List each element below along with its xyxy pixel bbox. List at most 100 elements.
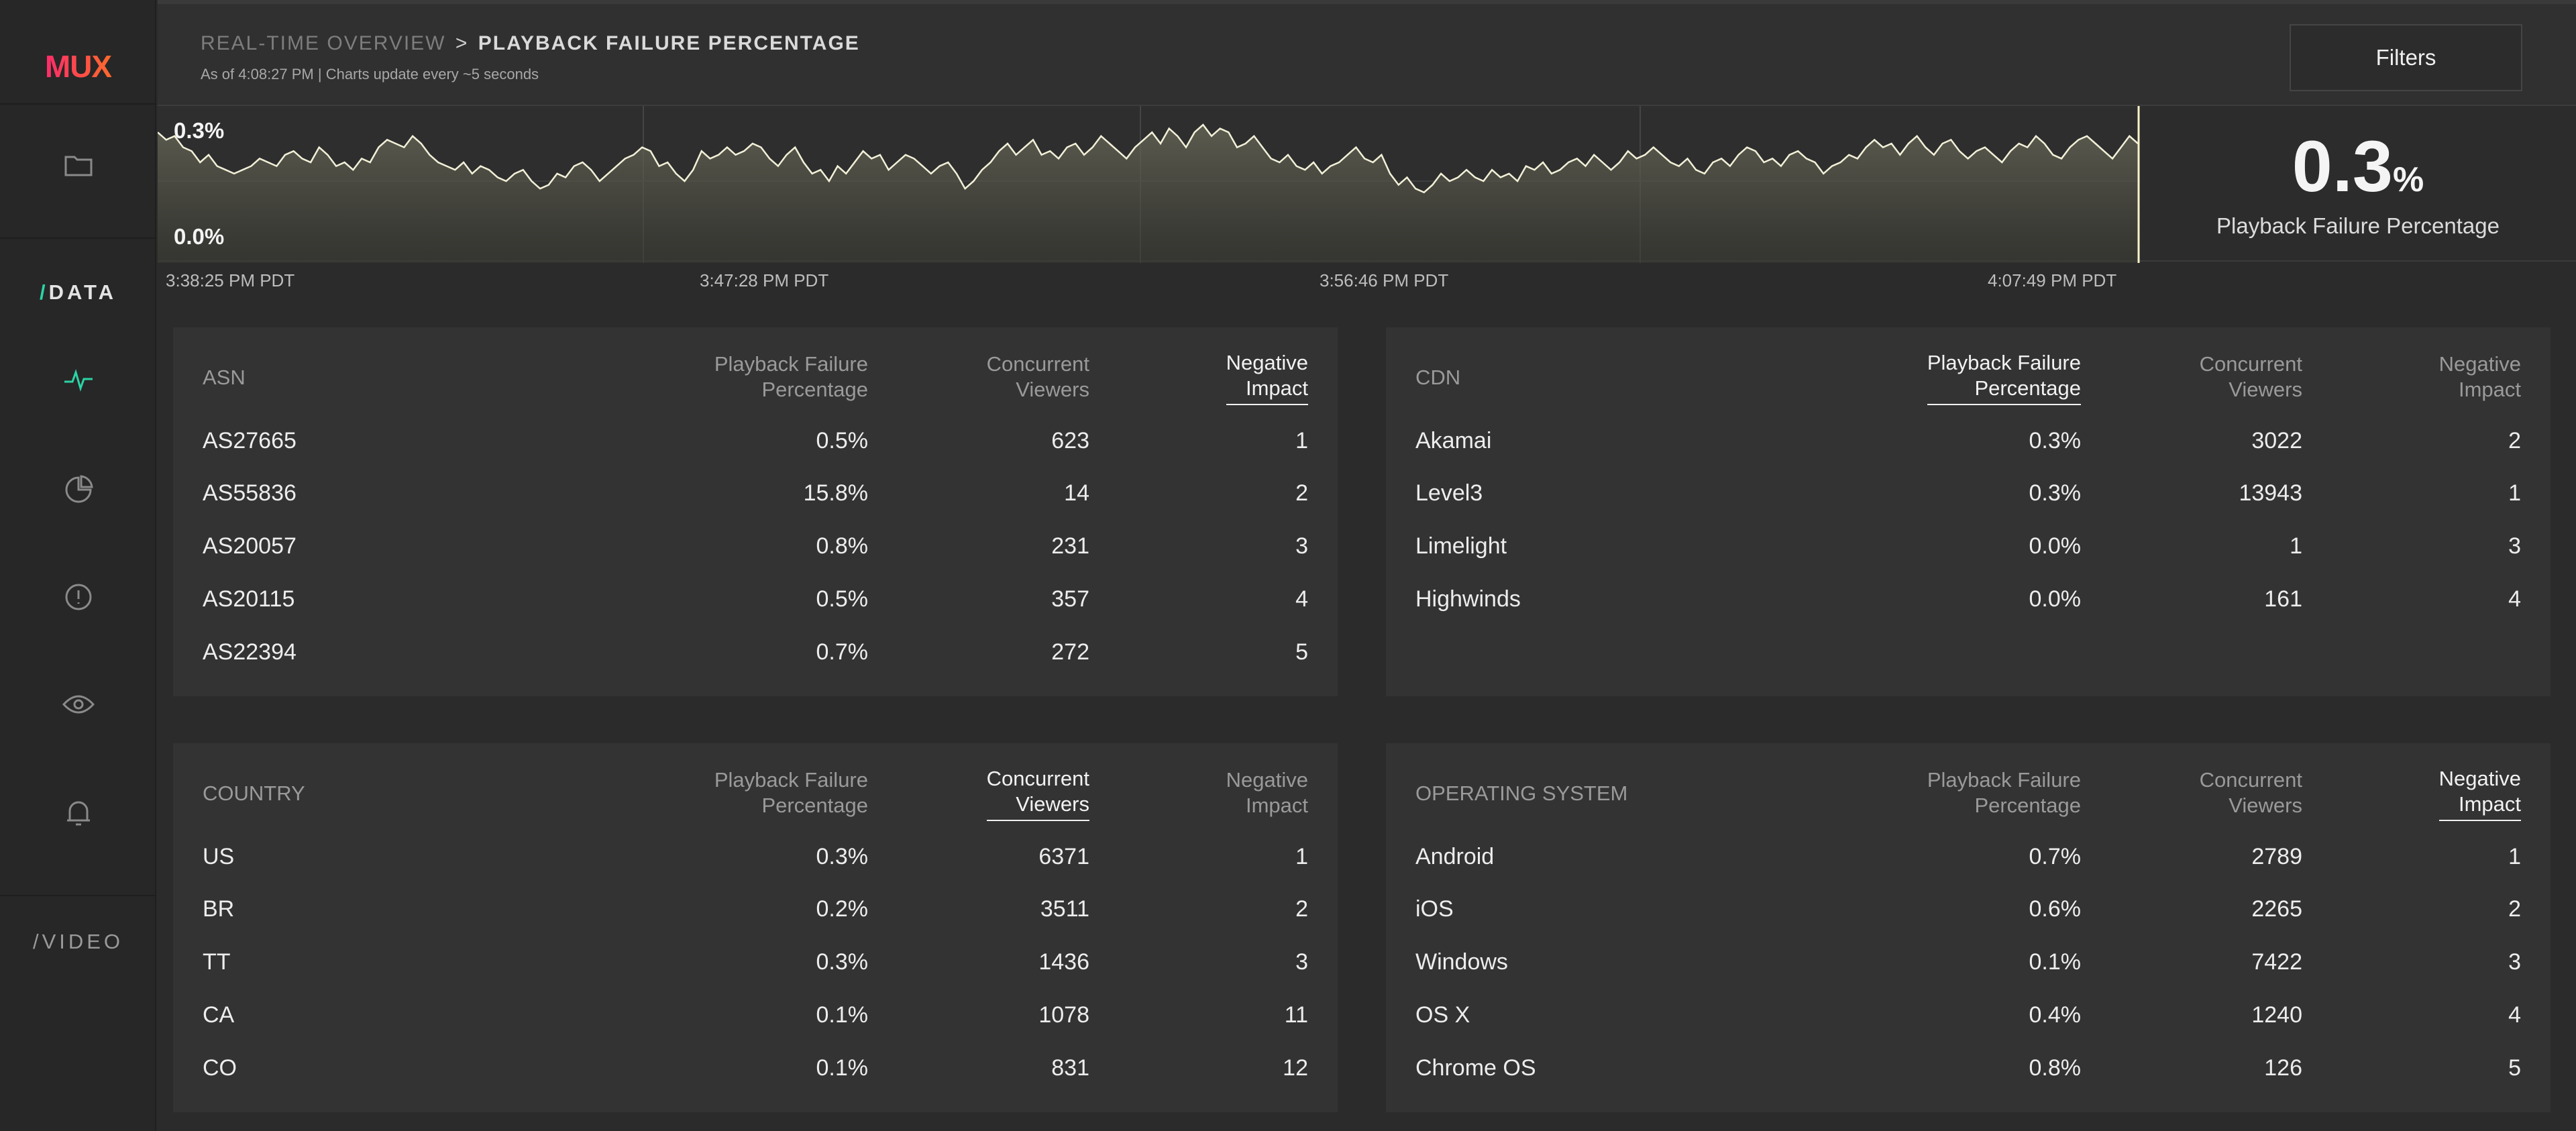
row-name: Windows (1415, 949, 1508, 975)
row-viewers: 6371 (1038, 843, 1089, 869)
table-row[interactable]: Android 0.7% 2789 1 (1415, 821, 2521, 883)
row-impact: 1 (1295, 427, 1308, 453)
row-viewers: 7422 (2251, 949, 2302, 975)
bell-icon[interactable] (0, 779, 156, 847)
sidebar-data-label: DATA (48, 280, 117, 304)
row-viewers: 1436 (1038, 949, 1089, 975)
dimension-header: COUNTRY (203, 782, 305, 805)
column-header-impact[interactable]: Negative Impact (2438, 352, 2521, 401)
row-viewers: 1078 (1038, 1002, 1089, 1028)
row-impact: 3 (1295, 949, 1308, 975)
filters-button[interactable]: Filters (2290, 24, 2522, 91)
realtime-chart[interactable]: 0.3% 0.0% (158, 105, 2140, 263)
pulse-icon[interactable] (0, 346, 156, 413)
column-header-impact[interactable]: Negative Impact (2302, 766, 2521, 821)
column-header-pfp[interactable]: Playback Failure Percentage (714, 768, 868, 817)
row-name: iOS (1415, 896, 1454, 922)
cdn-panel: CDN Playback Failure Percentage Concurren… (1386, 327, 2551, 696)
row-name: AS20115 (203, 586, 295, 612)
column-header-viewers[interactable]: Concurrent Viewers (868, 766, 1089, 821)
row-pfp: 0.3% (2029, 480, 2082, 506)
country-table: COUNTRY Playback Failure Percentage Concu… (203, 766, 1308, 1095)
table-row[interactable]: CO 0.1% 831 12 (203, 1042, 1308, 1095)
row-impact: 12 (1283, 1055, 1308, 1081)
row-pfp: 0.0% (2029, 533, 2082, 559)
table-row[interactable]: Highwinds 0.0% 161 4 (1415, 573, 2521, 626)
y-axis-top-label: 0.3% (174, 118, 225, 143)
chart-svg (158, 106, 2140, 263)
row-pfp: 0.7% (2029, 843, 2082, 869)
row-viewers: 161 (2264, 586, 2302, 612)
table-row[interactable]: AS22394 0.7% 272 5 (203, 626, 1308, 679)
row-viewers: 623 (1051, 427, 1089, 453)
column-header-pfp[interactable]: Playback Failure Percentage (1805, 350, 2081, 405)
column-header-pfp[interactable]: Playback Failure Percentage (714, 352, 868, 401)
table-row[interactable]: Chrome OS 0.8% 126 5 (1415, 1042, 2521, 1095)
table-row[interactable]: BR 0.2% 3511 2 (203, 883, 1308, 936)
slash-mark: / (39, 280, 49, 304)
column-header-impact[interactable]: Negative Impact (1089, 350, 1308, 405)
sidebar-video-label: VIDEO (42, 930, 124, 953)
table-row[interactable]: iOS 0.6% 2265 2 (1415, 883, 2521, 936)
table-row[interactable]: AS20057 0.8% 231 3 (203, 520, 1308, 573)
table-row[interactable]: US 0.3% 6371 1 (203, 821, 1308, 883)
eye-icon[interactable] (0, 671, 156, 738)
row-viewers: 14 (1064, 480, 1089, 506)
x-tick-label: 3:38:25 PM PDT (166, 270, 295, 290)
column-header-viewers[interactable]: Concurrent Viewers (986, 352, 1089, 401)
chevron-right-icon: > (455, 32, 469, 54)
table-row[interactable]: AS20115 0.5% 357 4 (203, 573, 1308, 626)
sidebar-divider (0, 895, 156, 896)
row-viewers: 272 (1051, 639, 1089, 665)
table-row[interactable]: CA 0.1% 1078 11 (203, 989, 1308, 1042)
row-viewers: 1 (2290, 533, 2302, 559)
dimension-header: CDN (1415, 366, 1461, 389)
asn-panel: ASN Playback Failure Percentage Concurren… (173, 327, 1338, 696)
breadcrumb-parent-link[interactable]: REAL-TIME OVERVIEW (201, 32, 446, 54)
row-pfp: 15.8% (803, 480, 868, 506)
row-name: Android (1415, 843, 1495, 869)
row-name: Limelight (1415, 533, 1507, 559)
series-line (158, 123, 2139, 194)
row-pfp: 0.1% (816, 1002, 869, 1028)
folder-icon[interactable] (0, 131, 156, 199)
table-row[interactable]: Akamai 0.3% 3022 2 (1415, 405, 2521, 467)
row-name: AS27665 (203, 427, 297, 453)
sidebar-divider (0, 237, 156, 239)
sidebar-section-video[interactable]: /VIDEO (0, 930, 156, 954)
row-impact: 1 (1295, 843, 1308, 869)
update-status: As of 4:08:27 PM | Charts update every ~… (201, 66, 539, 83)
table-row[interactable]: AS27665 0.5% 623 1 (203, 405, 1308, 467)
column-header-viewers[interactable]: Concurrent Viewers (2199, 768, 2302, 817)
table-row[interactable]: Level3 0.3% 13943 1 (1415, 467, 2521, 520)
row-viewers: 831 (1051, 1055, 1089, 1081)
alert-icon[interactable] (0, 563, 156, 631)
table-row[interactable]: Limelight 0.0% 1 3 (1415, 520, 2521, 573)
column-header-pfp[interactable]: Playback Failure Percentage (1927, 768, 2081, 817)
table-row[interactable]: TT 0.3% 1436 3 (203, 936, 1308, 989)
column-header-viewers[interactable]: Concurrent Viewers (2199, 352, 2302, 401)
row-impact: 11 (1284, 1002, 1308, 1028)
row-impact: 2 (2508, 427, 2521, 453)
table-row[interactable]: Windows 0.1% 7422 3 (1415, 936, 2521, 989)
row-pfp: 0.5% (816, 586, 869, 612)
asn-table: ASN Playback Failure Percentage Concurren… (203, 350, 1308, 679)
row-name: AS55836 (203, 480, 297, 506)
row-name: CA (203, 1002, 235, 1028)
current-metric-label: Playback Failure Percentage (2216, 213, 2500, 238)
row-viewers: 357 (1051, 586, 1089, 612)
table-row[interactable]: OS X 0.4% 1240 4 (1415, 989, 2521, 1042)
sidebar-section-data[interactable]: /DATA (0, 280, 156, 305)
row-viewers: 1240 (2251, 1002, 2302, 1028)
table-row[interactable]: AS55836 15.8% 14 2 (203, 467, 1308, 520)
row-viewers: 3511 (1040, 896, 1089, 922)
row-pfp: 0.6% (2029, 896, 2082, 922)
row-pfp: 0.0% (2029, 586, 2082, 612)
row-pfp: 0.5% (816, 427, 869, 453)
pie-chart-icon[interactable] (0, 456, 156, 523)
row-pfp: 0.7% (816, 639, 869, 665)
mux-logo[interactable]: MUX (44, 49, 112, 84)
column-header-impact[interactable]: Negative Impact (1226, 768, 1308, 817)
row-pfp: 0.1% (2029, 949, 2082, 975)
row-impact: 2 (1295, 896, 1308, 922)
